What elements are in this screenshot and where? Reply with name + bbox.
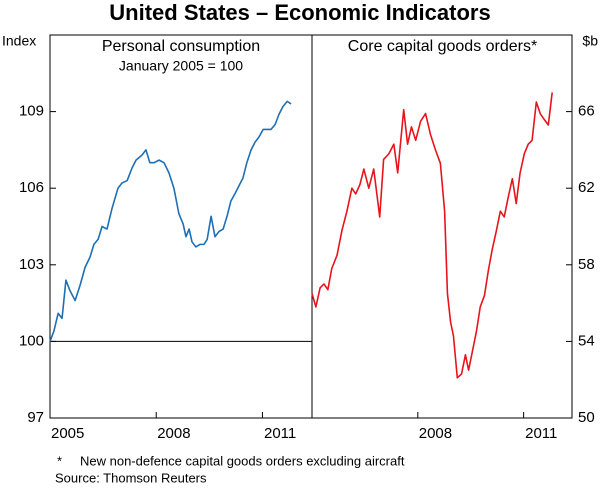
y-tick-label: 109 (19, 103, 44, 120)
x-tick-label: 2011 (525, 425, 557, 442)
x-tick-label: 2005 (51, 425, 84, 442)
y-tick-label: 50 (578, 409, 595, 426)
y-tick-label: 54 (578, 332, 595, 349)
y-tick-label: 100 (19, 332, 44, 349)
y-tick-label: 66 (578, 103, 595, 120)
y-tick-label: 62 (578, 179, 595, 196)
panel-title: Personal consumption (102, 38, 260, 55)
data-line (49, 100, 292, 342)
y-tick-label: 106 (19, 179, 44, 196)
panel-title: Core capital goods orders* (348, 38, 537, 55)
plot-frame (49, 34, 573, 419)
y-tick-label: 103 (19, 256, 44, 273)
x-tick-label: 2008 (157, 425, 190, 442)
x-tick-label: 2011 (264, 425, 296, 442)
y-axis-label: Index (2, 33, 36, 49)
panel-subtitle: January 2005 = 100 (119, 58, 243, 74)
y-tick-label: 97 (27, 409, 44, 426)
footnote-text: New non-defence capital goods orders exc… (80, 453, 405, 468)
y-tick-label: 58 (578, 256, 595, 273)
footnote-marker: * (57, 453, 62, 468)
x-tick-label: 2008 (419, 425, 452, 442)
data-line (311, 92, 553, 379)
chart-title: United States – Economic Indicators (109, 0, 490, 25)
y-axis-label: $b (582, 33, 598, 49)
source: Source: Thomson Reuters (55, 470, 207, 485)
